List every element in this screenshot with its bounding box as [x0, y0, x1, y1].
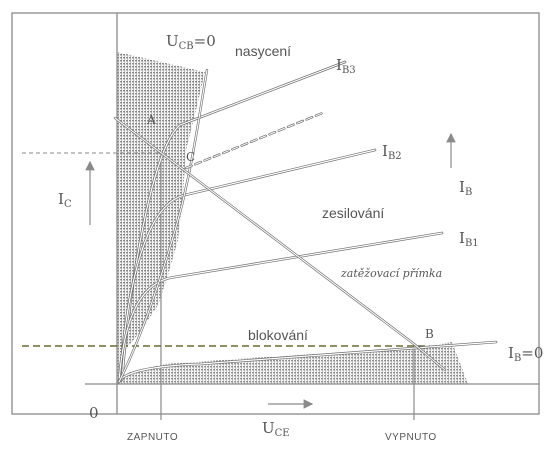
- uce-label: UCE: [262, 419, 290, 439]
- characteristic-curves: [113, 60, 498, 384]
- load-line-label: zatěžovací přímka: [340, 267, 442, 280]
- ib-arrow-label: IB: [459, 178, 472, 198]
- ib1-label: IB1: [459, 229, 479, 249]
- vypnuto-label: VYPNUTO: [385, 432, 437, 443]
- ib0-label: IB=0: [508, 344, 543, 364]
- zapnuto-label: ZAPNUTO: [127, 432, 178, 443]
- ib-extension-dashed-core: [185, 111, 326, 169]
- load-line: [114, 117, 446, 371]
- ucb-zero-curve: [118, 69, 208, 383]
- labels: UCB=0 nasycení IB3 IB2 IB zesilování IB1…: [58, 32, 543, 443]
- cutoff-region: [117, 342, 468, 384]
- point-a-label: A: [146, 113, 156, 127]
- amplification-label: zesilování: [322, 205, 384, 221]
- point-c-label: C: [186, 150, 195, 164]
- ic-label: IC: [58, 190, 72, 210]
- ucb-zero-label: UCB=0: [166, 32, 216, 52]
- saturation-label: nasycení: [235, 43, 291, 59]
- diagram-frame: [11, 12, 540, 415]
- origin-label: 0: [89, 404, 99, 422]
- ib3-label: IB3: [336, 56, 356, 76]
- curve-ib3: [121, 61, 346, 381]
- ib2-label: IB2: [382, 142, 402, 162]
- blocking-label: blokování: [248, 327, 308, 343]
- point-b-label: B: [425, 327, 434, 341]
- curve-ib1: [118, 232, 443, 383]
